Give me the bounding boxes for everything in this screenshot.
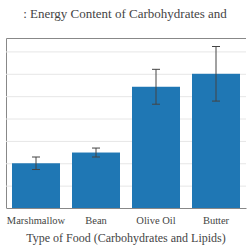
chart: Marshmallow Bean Olive Oil Butter : Energy C… [0,0,250,250]
bar [132,87,180,208]
y-axis [6,39,246,209]
x-tick: Olive Oil [136,208,175,226]
x-tick: Bean [85,208,107,226]
error-bar-cap [32,169,40,170]
bar [72,153,120,208]
x-tick: Marshmallow [7,208,66,226]
y-tick [6,51,246,52]
error-bar-stem [156,69,157,104]
x-tick: Butter [203,208,230,226]
error-bar-cap [92,148,100,149]
error-bar-cap [212,101,220,102]
bar [12,163,60,208]
error-bar [32,157,40,170]
plot-area: Marshmallow Bean Olive Oil Butter [6,39,247,226]
error-bar-cap [152,69,160,70]
error-bar-stem [96,148,97,157]
error-bar-stem [36,157,37,170]
error-bar-stem [216,47,217,102]
x-axis-title: Type of Food (Carbohydrates and Lipids) [26,231,225,245]
x-tick-label: Marshmallow [7,215,66,226]
title: : Energy Content of Carbohydrates and [23,6,227,21]
x-axis-line [7,208,247,209]
error-bar [92,148,100,157]
error-bar-cap [92,157,100,158]
error-bar-cap [212,46,220,47]
error-bar-cap [32,157,40,158]
x-axis: Marshmallow Bean Olive Oil Butter [7,208,247,226]
x-tick-label: Olive Oil [136,215,175,226]
x-tick-label: Butter [203,215,230,226]
error-bar-cap [152,104,160,105]
grid-line [6,51,246,52]
y-tick [6,208,246,209]
y-axis-line [7,39,247,209]
error-bar [152,69,160,104]
x-tick-label: Bean [85,215,107,226]
error-bar [212,47,220,102]
marks [12,47,240,209]
grid-line [6,208,246,209]
